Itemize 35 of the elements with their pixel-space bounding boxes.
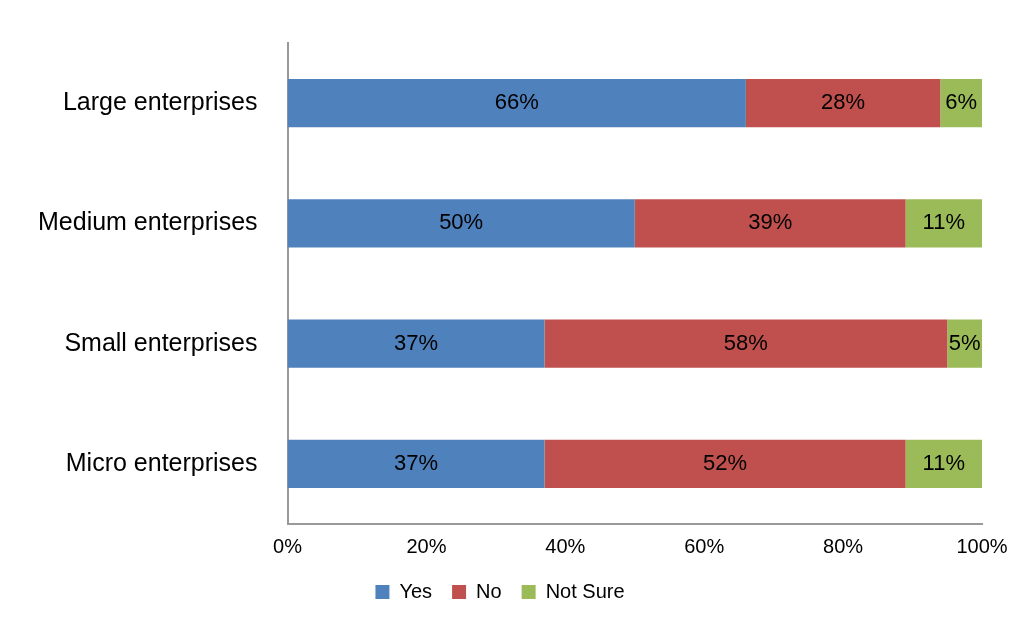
data-label: 52% — [703, 449, 748, 475]
x-tick-label: 40% — [545, 534, 586, 557]
data-label: 11% — [922, 209, 966, 235]
bar — [905, 199, 982, 248]
x-tick-label: 20% — [406, 534, 447, 557]
data-label: 6% — [945, 89, 978, 115]
data-label: 37% — [393, 449, 439, 475]
bar — [745, 79, 941, 128]
data-label: 28% — [821, 89, 866, 115]
y-tick-label: Micro enterprises — [65, 447, 258, 476]
bar — [544, 319, 948, 368]
data-label: 58% — [723, 329, 768, 355]
legend-label: Not Sure — [545, 579, 625, 602]
data-label: 50% — [439, 209, 484, 235]
data-label: 39% — [748, 209, 793, 235]
bar — [634, 199, 906, 248]
bar — [544, 439, 906, 488]
legend-label: No — [476, 579, 502, 602]
bar — [287, 319, 545, 368]
data-label: 5% — [948, 329, 981, 355]
bar — [287, 199, 635, 248]
data-label: 11% — [922, 449, 966, 475]
data-label: 37% — [393, 329, 439, 355]
x-tick-label: 100% — [956, 534, 1008, 557]
legend-label: Yes — [399, 579, 433, 602]
y-tick-label: Medium enterprises — [38, 207, 258, 236]
x-tick-label: 80% — [823, 534, 864, 557]
bar — [287, 79, 746, 128]
y-tick-label: Large enterprises — [62, 87, 258, 116]
x-tick-label: 60% — [684, 534, 725, 557]
data-label: 66% — [494, 89, 539, 115]
y-tick-label: Small enterprises — [64, 327, 258, 356]
bar — [905, 439, 982, 488]
x-tick-label: 0% — [273, 534, 303, 557]
bar — [287, 439, 545, 488]
